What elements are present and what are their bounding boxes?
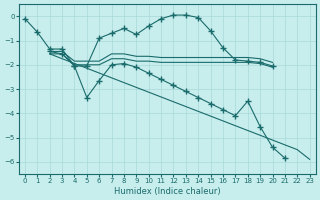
X-axis label: Humidex (Indice chaleur): Humidex (Indice chaleur) (114, 187, 220, 196)
